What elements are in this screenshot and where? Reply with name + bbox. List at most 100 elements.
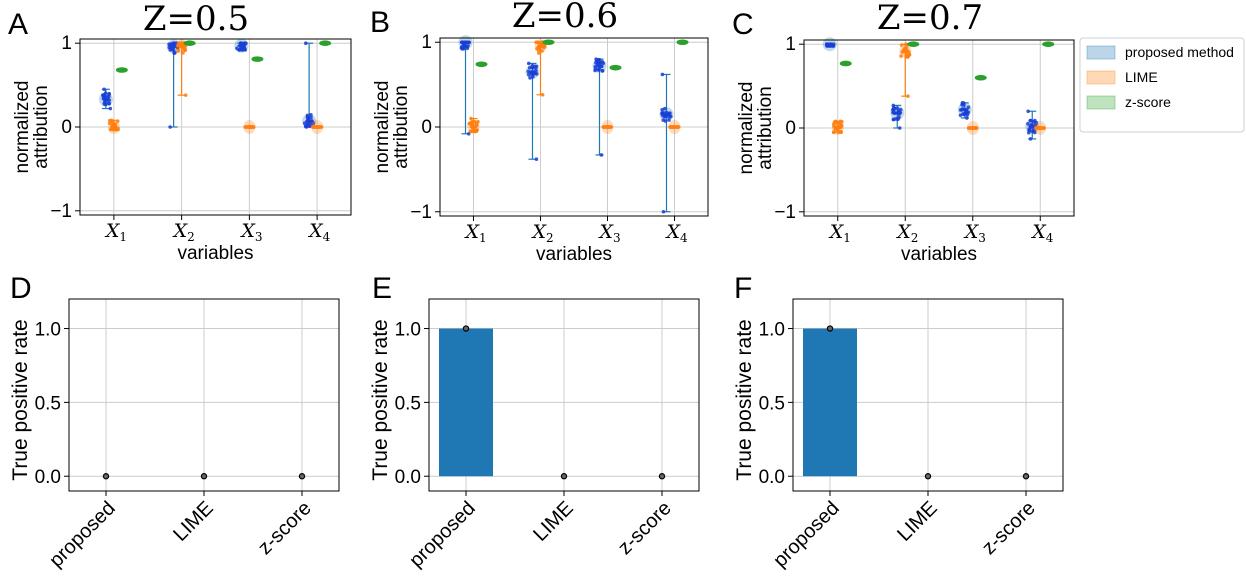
y-axis-label: True positive rate bbox=[733, 319, 756, 480]
y-tick-label: 1 bbox=[421, 32, 432, 53]
data-point bbox=[896, 116, 900, 121]
x-tick-label: z-score bbox=[254, 497, 316, 559]
y-tick-label: 0 bbox=[785, 118, 796, 139]
zscore-mark bbox=[676, 39, 689, 46]
x-tick-label: X1 bbox=[828, 221, 851, 245]
x-tick-label: X3 bbox=[239, 220, 262, 244]
x-tick-label: X1 bbox=[464, 221, 487, 245]
data-point bbox=[840, 119, 844, 124]
data-point bbox=[1030, 129, 1035, 134]
x-tick-label: X2 bbox=[172, 220, 195, 244]
x-tick-label: LIME bbox=[169, 497, 218, 546]
panel-A: 1 0 −1 X1 X2 X3 X4 variables normalizedattributi… bbox=[8, 0, 352, 264]
x-tick-label: proposed bbox=[769, 497, 844, 572]
data-point bbox=[168, 125, 172, 129]
x-tick-label: X3 bbox=[963, 221, 986, 245]
y-tick-label: 0 bbox=[61, 117, 72, 138]
y-axis-label: True positive rate bbox=[369, 319, 392, 480]
value-marker bbox=[560, 473, 568, 480]
y-tick-label: 0.0 bbox=[759, 467, 785, 488]
x-tick-label: X4 bbox=[307, 220, 331, 244]
series-lime bbox=[831, 42, 1047, 135]
series-proposed-method bbox=[822, 37, 1040, 141]
panel-letter: E bbox=[372, 272, 392, 305]
data-point bbox=[526, 61, 531, 66]
y-tick-label: 0 bbox=[421, 117, 432, 138]
data-point bbox=[891, 117, 896, 122]
panel-letter: D bbox=[10, 272, 32, 305]
median-mark bbox=[603, 125, 612, 129]
panel-letter: C bbox=[732, 8, 754, 41]
value-marker bbox=[1022, 473, 1030, 480]
median-mark bbox=[245, 125, 254, 129]
x-tick-label: LIME bbox=[529, 497, 578, 546]
data-point bbox=[964, 111, 969, 116]
median-mark bbox=[901, 49, 910, 53]
data-point bbox=[243, 41, 247, 46]
median-mark bbox=[833, 126, 842, 130]
data-point bbox=[661, 209, 666, 214]
y-tick-label: 0.5 bbox=[759, 393, 785, 414]
legend-swatch bbox=[1086, 95, 1116, 110]
data-point bbox=[907, 52, 912, 57]
median-mark bbox=[662, 112, 671, 116]
data-point bbox=[596, 68, 601, 72]
data-point bbox=[474, 122, 479, 127]
median-mark bbox=[968, 126, 977, 130]
panel-title: Z=0.6 bbox=[512, 0, 618, 36]
data-point bbox=[309, 113, 313, 117]
zscore-mark bbox=[839, 60, 852, 67]
legend-frame bbox=[1079, 37, 1245, 133]
median-mark bbox=[177, 44, 186, 49]
median-mark bbox=[536, 44, 545, 49]
data-point bbox=[1028, 137, 1033, 141]
data-point bbox=[307, 123, 311, 127]
legend-swatch bbox=[1086, 45, 1116, 60]
data-point bbox=[1027, 128, 1032, 133]
data-point bbox=[540, 49, 544, 53]
x-tick-label: z-score bbox=[978, 497, 1040, 559]
data-point bbox=[1026, 122, 1030, 126]
data-point bbox=[476, 119, 480, 124]
data-point bbox=[466, 131, 471, 136]
series-z-score bbox=[115, 40, 332, 73]
x-tick-label: X3 bbox=[598, 221, 621, 245]
zscore-mark bbox=[609, 64, 622, 71]
median-mark bbox=[1036, 126, 1045, 130]
x-axis-label: variables bbox=[901, 244, 977, 265]
median-mark bbox=[461, 40, 470, 44]
data-point bbox=[309, 115, 313, 120]
y-tick-label: −1 bbox=[50, 201, 72, 222]
data-point bbox=[108, 106, 113, 111]
x-tick-label: X2 bbox=[895, 221, 918, 245]
data-point bbox=[469, 116, 473, 121]
x-tick-label: z-score bbox=[614, 497, 676, 559]
median-mark bbox=[960, 107, 969, 112]
legend-swatch bbox=[1086, 70, 1116, 85]
zscore-mark bbox=[183, 40, 196, 46]
data-point bbox=[531, 65, 535, 70]
data-point bbox=[897, 126, 902, 130]
value-marker bbox=[102, 473, 110, 480]
panel-F: 0.0 0.5 1.0 proposed LIME z-score True positiv… bbox=[733, 272, 1064, 572]
legend: proposed method LIME z-score bbox=[1079, 37, 1245, 133]
zscore-mark bbox=[907, 41, 920, 47]
zscore-mark bbox=[542, 39, 555, 46]
x-tick-label: LIME bbox=[893, 497, 942, 546]
bar-proposed bbox=[439, 328, 493, 477]
data-point bbox=[102, 102, 107, 106]
data-point bbox=[303, 41, 308, 45]
data-point bbox=[305, 113, 310, 118]
x-tick-label: proposed bbox=[405, 497, 480, 572]
data-point bbox=[534, 64, 539, 69]
y-axis-label: normalizedattribution bbox=[736, 82, 776, 175]
data-point bbox=[899, 43, 904, 47]
data-point bbox=[960, 102, 964, 107]
data-point bbox=[102, 93, 106, 97]
data-point bbox=[115, 119, 120, 123]
data-point bbox=[890, 108, 895, 112]
series-proposed-method bbox=[458, 35, 674, 214]
data-point bbox=[667, 118, 671, 122]
data-point bbox=[311, 121, 316, 125]
